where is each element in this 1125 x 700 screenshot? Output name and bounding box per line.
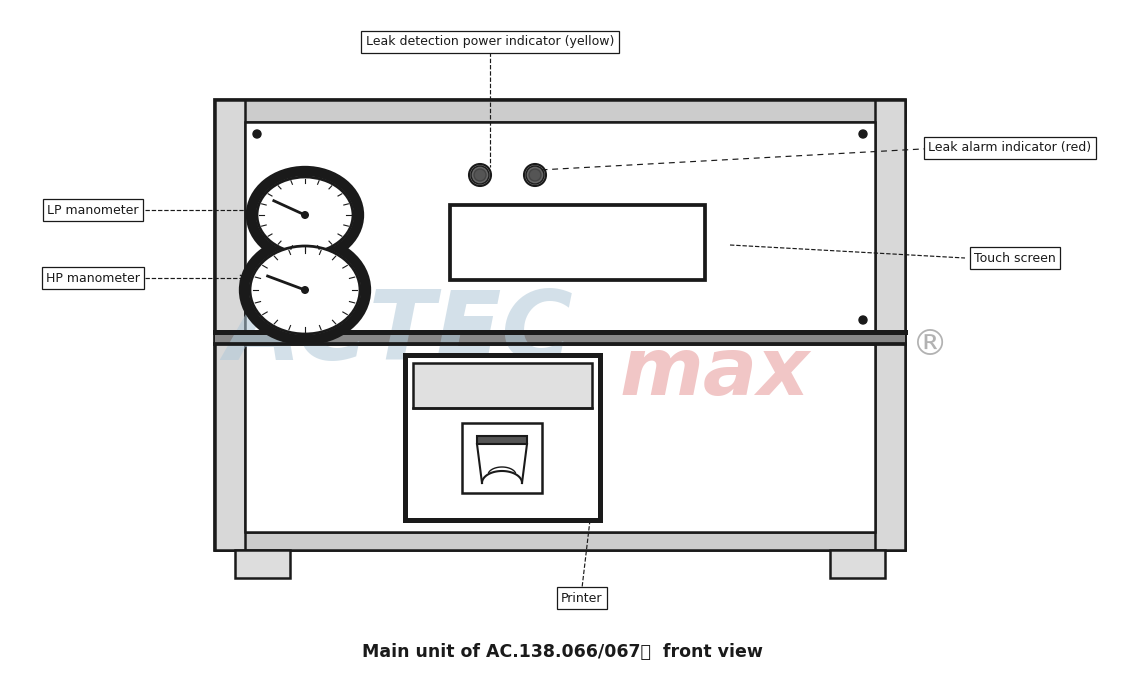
- Ellipse shape: [243, 239, 367, 341]
- Circle shape: [253, 316, 261, 324]
- Bar: [450, 205, 705, 280]
- Bar: [405, 355, 600, 520]
- Bar: [215, 100, 904, 122]
- Bar: [215, 332, 904, 344]
- Circle shape: [471, 166, 489, 184]
- Ellipse shape: [254, 174, 356, 256]
- Text: Leak detection power indicator (yellow): Leak detection power indicator (yellow): [366, 36, 614, 48]
- Bar: [215, 532, 904, 550]
- Circle shape: [526, 166, 544, 184]
- Circle shape: [860, 130, 867, 138]
- Bar: [462, 423, 542, 493]
- Circle shape: [302, 211, 309, 219]
- Text: Printer: Printer: [561, 592, 603, 605]
- Circle shape: [474, 169, 486, 181]
- Text: Leak alarm indicator (red): Leak alarm indicator (red): [928, 141, 1091, 155]
- Bar: [830, 550, 885, 578]
- Text: LP manometer: LP manometer: [47, 204, 138, 216]
- Bar: [245, 122, 875, 332]
- Circle shape: [302, 286, 309, 294]
- Ellipse shape: [256, 177, 353, 253]
- Text: Touch screen: Touch screen: [974, 251, 1056, 265]
- Text: ACTEC: ACTEC: [225, 287, 573, 380]
- Bar: [215, 100, 245, 550]
- Text: Main unit of AC.138.066/067，  front view: Main unit of AC.138.066/067， front view: [361, 643, 763, 661]
- Ellipse shape: [248, 243, 363, 337]
- Circle shape: [860, 316, 867, 324]
- Bar: [215, 100, 904, 550]
- Circle shape: [524, 164, 546, 186]
- Text: ®: ®: [912, 328, 948, 362]
- Bar: [235, 550, 290, 578]
- Circle shape: [529, 169, 541, 181]
- Bar: [413, 363, 592, 408]
- Ellipse shape: [250, 246, 360, 334]
- Text: HP manometer: HP manometer: [46, 272, 140, 284]
- Text: max: max: [620, 334, 810, 412]
- Bar: [477, 436, 526, 444]
- Bar: [245, 344, 875, 532]
- Bar: [875, 100, 904, 550]
- Ellipse shape: [250, 170, 360, 260]
- Circle shape: [253, 130, 261, 138]
- Circle shape: [469, 164, 490, 186]
